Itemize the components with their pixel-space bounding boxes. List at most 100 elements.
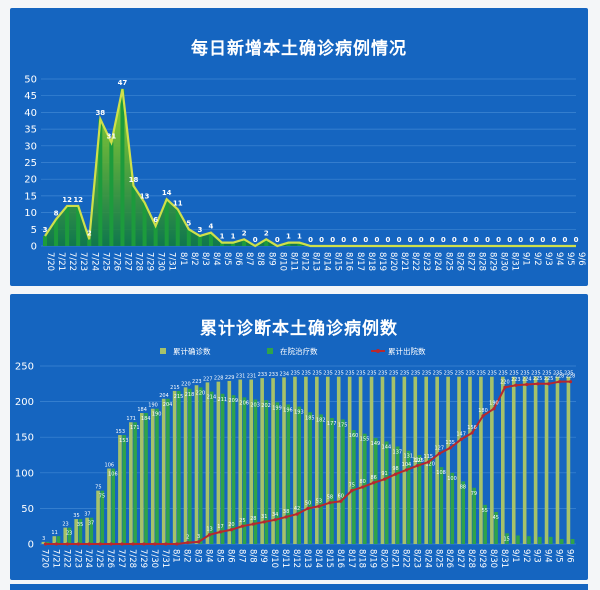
x-tick-label: 8/6 [233,252,243,266]
y-tick-label: 25 [24,158,37,169]
data-label: 0 [419,236,424,244]
confirmed-bar [380,376,385,544]
discharged-point [503,385,507,389]
x-tick-label: 8/2 [189,252,199,266]
hospital-bar [341,419,345,544]
legend-swatch-1 [160,348,166,354]
data-label: 0 [551,236,556,244]
hospital-label: 155 [360,437,370,443]
confirmed-bar [555,376,560,544]
discharged-point [404,468,409,472]
x-tick-label: 8/3 [200,252,210,266]
x-tick-label: 8/21 [399,252,409,271]
confirmed-bar [107,468,111,544]
confirmed-label: 11 [51,530,57,536]
confirmed-label: 231 [247,374,257,380]
x-tick-label: 9/3 [543,252,553,266]
discharged-point [317,504,321,508]
data-label: 0 [253,236,258,244]
discharged-label: 58 [327,495,333,501]
discharged-point [273,518,277,522]
hospital-label: 149 [371,441,381,447]
hospital-label: 75 [99,494,105,500]
confirmed-label: 37 [84,512,90,518]
hospital-bar [166,398,170,544]
discharged-point [284,515,288,519]
hospital-bar [570,539,575,544]
discharged-point [470,431,474,435]
confirmed-label: 235 [466,371,476,377]
hospital-label: 184 [141,416,151,422]
bar [109,142,114,246]
confirmed-label: 235 [422,371,432,377]
hospital-label: 37 [88,521,94,527]
data-label: 3 [197,226,202,234]
x-tick-label: 8/19 [377,252,387,271]
hospital-bar [133,422,137,544]
daily-line [44,88,576,248]
bar [264,239,269,246]
hospital-bar [559,539,564,544]
confirmed-label: 235 [323,371,333,377]
hospital-label: 220 [196,390,206,396]
confirmed-label: 235 [498,371,508,377]
data-label: 14 [162,189,172,197]
discharged-point [207,533,212,537]
confirmed-label: 204 [159,393,169,399]
confirmed-bar [194,385,199,544]
x-tick-label: 8/5 [214,549,224,563]
x-tick-label: 7/25 [100,252,110,271]
discharged-point [547,382,551,386]
confirmed-label: 235 [301,371,311,377]
hospital-bar [417,455,422,544]
hospital-label: 35 [77,522,83,528]
hospital-label: 125 [414,458,424,464]
data-label: 12 [73,196,83,204]
y-tick-label: 10 [24,208,37,219]
y-tick-label: 200 [15,397,34,408]
confirmed-bar [293,376,297,544]
bar [43,235,47,246]
hospital-bar [450,472,455,544]
confirmed-bar [533,376,538,544]
discharged-label: 104 [402,462,412,468]
x-tick-label: 8/4 [204,549,214,563]
hospital-bar [516,535,520,544]
discharged-label: 34 [272,512,278,518]
confirmed-bar [271,378,275,544]
data-label: 1 [220,233,225,241]
confirmed-label: 215 [170,385,180,391]
legend-label-3: 累计出院数 [388,346,426,356]
hospital-bar [56,536,61,544]
bar [54,219,59,246]
x-tick-label: 8/25 [443,252,453,271]
discharged-point [142,542,146,546]
data-label: 6 [153,216,158,224]
discharged-point [251,522,255,526]
discharged-point [98,542,102,546]
discharged-label: 223 [511,377,521,383]
data-label: 0 [319,236,324,244]
confirmed-label: 235 [476,371,486,377]
confirmed-bar [490,376,494,544]
x-tick-label: 8/26 [444,549,454,568]
discharged-point [382,477,387,481]
hospital-bar [45,541,50,544]
x-tick-label: 9/5 [565,252,575,266]
confirmed-bar [544,376,549,544]
discharged-label: 225 [544,376,554,382]
discharged-label: 31 [261,514,267,520]
confirmed-bar [118,435,122,544]
confirmed-bar [282,377,286,544]
confirmed-label: 235 [345,371,355,377]
x-tick-label: 9/4 [543,549,553,563]
data-label: 0 [507,236,512,244]
bar [186,229,191,246]
confirmed-label: 190 [148,403,158,409]
hospital-bar [78,519,83,544]
confirmed-bar [227,380,232,544]
discharged-point [536,382,540,386]
x-tick-label: 8/19 [368,549,378,568]
x-tick-label: 8/11 [280,549,290,568]
discharged-point [197,540,201,544]
